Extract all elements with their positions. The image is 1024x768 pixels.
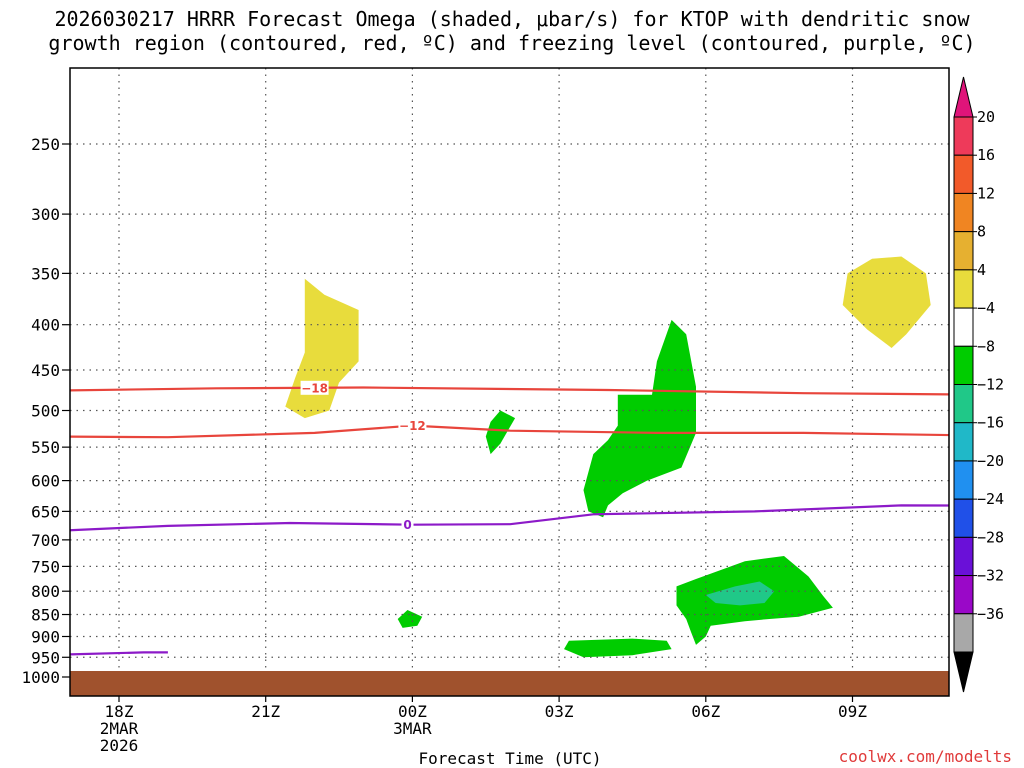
colorbar-label-9: −20 [977, 452, 1004, 470]
y-tick-label-800: 800 [31, 582, 60, 601]
y-tick-label-900: 900 [31, 627, 60, 646]
x-tick-sublabel-18Z-1: 2026 [100, 736, 139, 755]
y-tick-label-500: 500 [31, 402, 60, 421]
colorbar-label-13: −36 [977, 605, 1004, 623]
contour--18-0 [70, 386, 949, 396]
x-tick-sublabel-00Z-0: 3MAR [393, 719, 432, 738]
colorbar-swatch-1 [953, 154, 974, 194]
contour-label-0: −18 [301, 381, 328, 395]
chart-title-line-2: growth region (contoured, red, ºC) and f… [48, 31, 976, 55]
omega-region-7 [705, 581, 775, 606]
x-tick-label-09Z: 09Z [838, 702, 867, 721]
colorbar-label-7: −12 [977, 376, 1004, 394]
contour-label-1: −12 [399, 419, 426, 433]
colorbar-swatch-9 [953, 460, 974, 500]
colorbar-top-arrow [953, 76, 974, 118]
colorbar-label-3: 8 [977, 223, 986, 241]
y-tick-label-750: 750 [31, 557, 60, 576]
colorbar: 20 16 12 8 4 −4 −8 −12 −16 −20 −24 −28 −32 −36 [953, 76, 1004, 693]
colorbar-swatch-10 [953, 498, 974, 538]
colorbar-swatch-13 [953, 613, 974, 653]
colorbar-swatch-4 [953, 269, 974, 309]
y-tick-label-850: 850 [31, 606, 60, 625]
y-tick-label-350: 350 [31, 264, 60, 283]
y-tick-label-450: 450 [31, 361, 60, 380]
colorbar-bottom-arrow [953, 651, 974, 693]
y-tick-label-950: 950 [31, 648, 60, 667]
colorbar-swatch-7 [953, 384, 974, 424]
y-tick-label-300: 300 [31, 205, 60, 224]
y-tick-label-550: 550 [31, 438, 60, 457]
omega-region-4 [397, 610, 423, 628]
y-tick-label-650: 650 [31, 502, 60, 521]
colorbar-swatch-5 [953, 307, 974, 347]
y-tick-label-250: 250 [31, 135, 60, 154]
colorbar-swatch-3 [953, 231, 974, 271]
x-tick-label-00Z: 00Z [398, 702, 427, 721]
chart-title-line-1: 2026030217 HRRR Forecast Omega (shaded, … [54, 7, 970, 31]
y-tick-label-700: 700 [31, 531, 60, 550]
colorbar-label-2: 12 [977, 184, 995, 202]
x-tick-label-21Z: 21Z [251, 702, 280, 721]
omega-region-5 [564, 638, 672, 658]
ground-fill [70, 671, 949, 696]
colorbar-label-12: −32 [977, 567, 1004, 585]
contour-lines: −18 −12 0 [70, 380, 949, 656]
y-tick-label-600: 600 [31, 472, 60, 491]
omega-region-0 [285, 278, 359, 419]
colorbar-swatch-0 [953, 116, 974, 156]
colorbar-swatch-8 [953, 422, 974, 462]
omega-region-2 [485, 410, 516, 455]
colorbar-label-0: 20 [977, 108, 995, 126]
y-tick-label-400: 400 [31, 316, 60, 335]
contour-0-3 [70, 651, 168, 656]
colorbar-label-4: 4 [977, 261, 986, 279]
y-tick-label-1000: 1000 [21, 668, 60, 687]
pressure-grid [70, 68, 949, 696]
colorbar-label-1: 16 [977, 146, 995, 164]
x-axis-title: Forecast Time (UTC) [418, 749, 601, 768]
omega-region-3 [583, 319, 696, 518]
colorbar-label-6: −8 [977, 337, 995, 355]
y-axis: 250 300 350 400 450 500 550 600 650 700 750 800 850 9… [21, 135, 70, 687]
colorbar-swatch-12 [953, 575, 974, 615]
ground-layer [70, 671, 949, 696]
colorbar-swatch-11 [953, 536, 974, 577]
colorbar-label-11: −28 [977, 528, 1004, 546]
contour--12-1 [70, 424, 949, 439]
colorbar-label-5: −4 [977, 299, 995, 317]
colorbar-swatch-2 [953, 192, 974, 233]
omega-region-1 [842, 256, 931, 348]
credit-text: coolwx.com/modelts [838, 747, 1012, 766]
plot-frame [69, 67, 950, 697]
omega-shading [285, 256, 931, 658]
colorbar-label-8: −16 [977, 414, 1004, 432]
colorbar-swatch-6 [953, 345, 974, 385]
x-tick-sublabel-18Z-0: 2MAR [100, 719, 139, 738]
colorbar-label-10: −24 [977, 490, 1004, 508]
contour-label-2: 0 [403, 518, 411, 532]
contour-0-2 [70, 504, 949, 532]
x-tick-label-03Z: 03Z [545, 702, 574, 721]
x-tick-label-06Z: 06Z [691, 702, 720, 721]
x-tick-label-18Z: 18Z [105, 702, 134, 721]
